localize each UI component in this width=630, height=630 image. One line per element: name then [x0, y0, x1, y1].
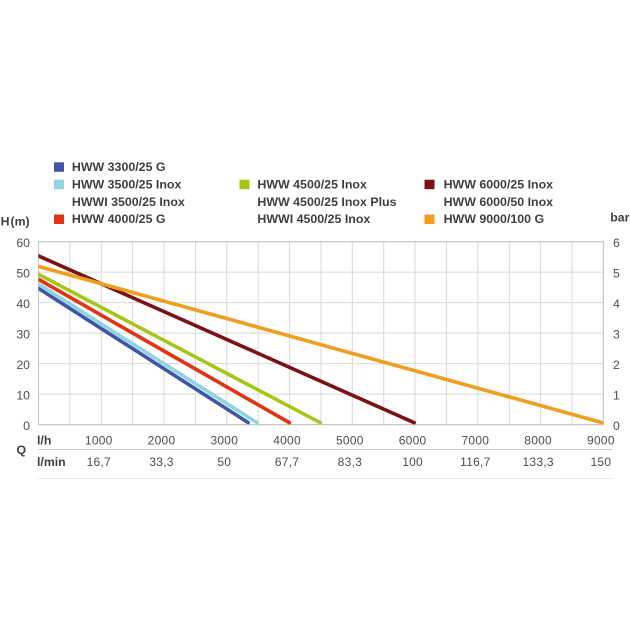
svg-text:2: 2	[613, 358, 620, 372]
svg-text:50: 50	[16, 266, 30, 280]
svg-text:100: 100	[402, 455, 423, 469]
svg-text:3000: 3000	[210, 433, 238, 447]
svg-text:0: 0	[613, 419, 620, 433]
svg-text:83,3: 83,3	[338, 455, 362, 469]
svg-text:H (m): H (m)	[1, 214, 30, 228]
svg-text:HWW 4000/25 G: HWW 4000/25 G	[72, 212, 166, 226]
svg-text:1000: 1000	[85, 433, 113, 447]
svg-text:5: 5	[613, 266, 620, 280]
svg-text:HWW 9000/100 G: HWW 9000/100 G	[444, 212, 545, 226]
svg-text:5000: 5000	[336, 433, 364, 447]
svg-text:6: 6	[613, 236, 620, 250]
svg-text:116,7: 116,7	[460, 455, 490, 469]
svg-text:HWW 4500/25 Inox Plus: HWW 4500/25 Inox Plus	[257, 195, 396, 209]
svg-text:1: 1	[613, 388, 620, 402]
svg-text:l/h: l/h	[37, 434, 51, 448]
svg-text:16,7: 16,7	[87, 455, 111, 469]
svg-text:7000: 7000	[462, 433, 490, 447]
svg-text:HWW 3300/25 G: HWW 3300/25 G	[72, 160, 166, 174]
svg-text:30: 30	[16, 327, 30, 341]
svg-text:4: 4	[613, 297, 620, 311]
svg-text:l/min: l/min	[37, 455, 66, 469]
svg-text:6000: 6000	[399, 433, 427, 447]
svg-text:67,7: 67,7	[275, 455, 299, 469]
svg-text:0: 0	[23, 419, 30, 433]
svg-text:60: 60	[16, 236, 30, 250]
svg-text:20: 20	[16, 358, 30, 372]
svg-text:133,3: 133,3	[522, 455, 553, 469]
svg-text:4000: 4000	[273, 433, 301, 447]
svg-text:50: 50	[217, 455, 231, 469]
svg-text:HWWI 4500/25 Inox: HWWI 4500/25 Inox	[257, 212, 370, 226]
svg-text:bar: bar	[610, 211, 629, 225]
svg-text:150: 150	[591, 455, 612, 469]
svg-text:3: 3	[613, 327, 620, 341]
svg-text:40: 40	[16, 297, 30, 311]
svg-text:HWWI 3500/25 Inox: HWWI 3500/25 Inox	[72, 195, 185, 209]
svg-text:HWW 6000/50 Inox: HWW 6000/50 Inox	[444, 195, 554, 209]
svg-text:2000: 2000	[148, 433, 176, 447]
svg-text:HWW 3500/25 Inox: HWW 3500/25 Inox	[72, 177, 182, 191]
svg-text:HWW 6000/25 Inox: HWW 6000/25 Inox	[444, 177, 554, 191]
svg-text:Q: Q	[17, 443, 27, 457]
svg-text:9000: 9000	[587, 433, 615, 447]
svg-text:10: 10	[16, 388, 30, 402]
svg-text:33,3: 33,3	[149, 455, 173, 469]
svg-text:8000: 8000	[524, 433, 552, 447]
svg-text:HWW 4500/25 Inox: HWW 4500/25 Inox	[257, 177, 367, 191]
